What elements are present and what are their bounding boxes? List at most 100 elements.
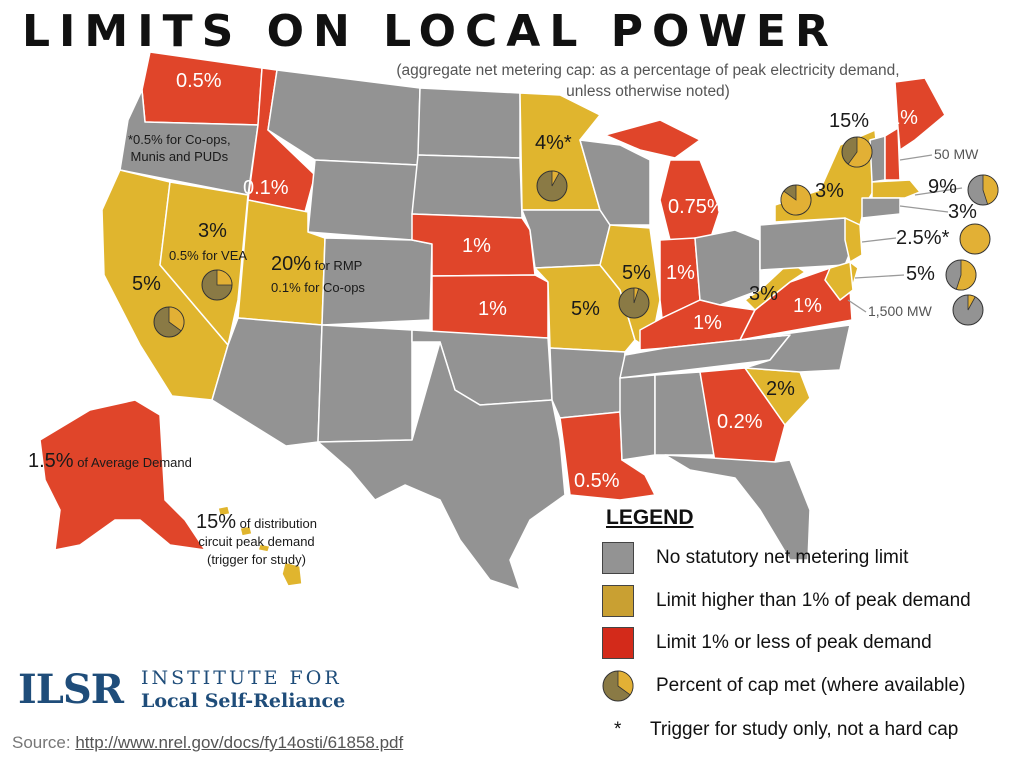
state-texas [317, 341, 566, 591]
state-nevada [159, 181, 249, 346]
label-new-jersey: 2.5%* [896, 227, 950, 249]
leader-new-hampshire [899, 154, 933, 161]
leader-new-jersey [861, 237, 897, 243]
pie-de [945, 259, 977, 291]
pie-ca-slice [168, 306, 185, 332]
label-alaska-note: of Average Demand [73, 455, 192, 470]
logo-line-2: Local Self-Reliance [140, 689, 346, 712]
pie-nyw-slice [780, 184, 812, 216]
label-missouri: 5% [571, 298, 600, 320]
state-vermont [869, 135, 886, 183]
label-massachusetts: 9% [928, 176, 957, 198]
legend-label-lower: Limit 1% or less of peak demand [656, 632, 932, 653]
label-georgia: 0.2% [717, 411, 763, 433]
state-wyoming [307, 159, 419, 241]
pie-de-slice [955, 259, 977, 291]
state-arkansas [549, 347, 626, 419]
legend-item-pie: Percent of cap met (where available) [602, 670, 965, 702]
label-california: 5% [132, 273, 161, 295]
label-maine: 1% [889, 107, 918, 129]
state-florida [664, 454, 811, 561]
legend-label-higher: Limit higher than 1% of peak demand [656, 590, 971, 611]
state-colorado [321, 237, 433, 326]
note-nevada: 0.5% for VEA [169, 248, 248, 263]
label-alaska-value: 1.5% [28, 450, 74, 472]
pie-il-slice [633, 287, 640, 304]
label-alaska: 1.5% of Average Demand [28, 450, 192, 473]
state-maryland [824, 261, 854, 301]
note-washington: *0.5% for Co-ops, Munis and PUDs [128, 131, 231, 165]
label-louisiana: 0.5% [574, 470, 620, 492]
state-pennsylvania [759, 217, 856, 271]
source-prefix: Source: [12, 733, 76, 752]
note-utah-coops: 0.1% for Co-ops [271, 280, 365, 295]
pie-nv [201, 269, 233, 301]
label-hawaii-note-1: of distribution [236, 516, 317, 531]
logo-text: INSTITUTE FOR Local Self-Reliance [141, 667, 345, 713]
label-hawaii-value: 15% [196, 511, 237, 533]
logo-line-1: INSTITUTE FOR [140, 666, 342, 689]
state-maine [894, 77, 946, 151]
label-hawaii: 15% of distribution circuit peak demand … [196, 511, 317, 569]
pie-mn [536, 170, 568, 202]
leader-connecticut [899, 205, 949, 213]
legend-item-no-limit: No statutory net metering limit [602, 542, 908, 574]
logo-mark: ILSR [18, 666, 124, 713]
legend-pie-icon [602, 670, 634, 702]
pie-charts [153, 136, 999, 338]
legend-title: LEGEND [606, 506, 694, 529]
state-mississippi [619, 374, 656, 461]
pie-ny-slice [847, 136, 873, 168]
pie-ma [967, 174, 999, 206]
label-kansas: 1% [478, 298, 507, 320]
pie-ma-slice [982, 174, 999, 205]
page-title: LIMITS ON LOCAL POWER [22, 6, 838, 57]
label-delaware: 5% [906, 263, 935, 285]
state-connecticut-rhode-island [861, 197, 901, 219]
pie-il [618, 287, 650, 319]
state-georgia [699, 367, 786, 463]
state-hawaii-1 [217, 505, 231, 517]
leader-maryland [847, 299, 867, 313]
state-hawaii-3 [257, 543, 271, 553]
ilsr-logo: ILSR INSTITUTE FOR Local Self-Reliance [18, 666, 345, 713]
leader-lines [847, 154, 963, 313]
legend-label-no-limit: No statutory net metering limit [656, 547, 909, 568]
state-iowa [521, 209, 611, 269]
leader-delaware [854, 274, 905, 279]
state-new-hampshire [884, 127, 901, 181]
label-virginia: 1% [793, 295, 822, 317]
leader-massachusetts [914, 187, 963, 196]
label-utah: 20% for RMP [271, 253, 362, 276]
pie-nv-slice [216, 269, 233, 286]
legend-item-lower: Limit 1% or less of peak demand [602, 627, 932, 659]
subtitle-line-1: (aggregate net metering cap: as a percen… [396, 62, 900, 79]
state-south-dakota [411, 154, 523, 219]
legend-label-asterisk: Trigger for study only, not a hard cap [650, 719, 959, 740]
legend-label-pie: Percent of cap met (where available) [656, 675, 966, 696]
state-hawaii-4 [281, 561, 303, 587]
source-link[interactable]: http://www.nrel.gov/docs/fy14osti/61858.… [75, 733, 404, 752]
state-wisconsin [579, 139, 651, 226]
state-hawaii-2 [239, 525, 253, 537]
label-nebraska: 1% [462, 235, 491, 257]
state-massachusetts [871, 179, 921, 199]
label-michigan: 0.75% [668, 196, 725, 218]
label-minnesota: 4%* [535, 132, 572, 154]
legend-item-asterisk: * Trigger for study only, not a hard cap [614, 714, 958, 746]
legend-item-higher: Limit higher than 1% of peak demand [602, 585, 971, 617]
label-north-carolina: 2% [766, 378, 795, 400]
legend-asterisk-symbol: * [614, 719, 622, 740]
pie-mn-slice [551, 170, 560, 187]
label-idaho: 0.1% [243, 177, 289, 199]
label-new-york: 15% [829, 110, 870, 132]
state-new-jersey [844, 217, 863, 263]
state-michigan-upper [604, 119, 701, 159]
state-alabama [654, 371, 716, 456]
state-shapes [39, 51, 946, 591]
label-nevada: 3% [198, 220, 227, 242]
label-utah-rmp: for RMP [311, 258, 363, 273]
pie-nj-circle [959, 223, 991, 255]
